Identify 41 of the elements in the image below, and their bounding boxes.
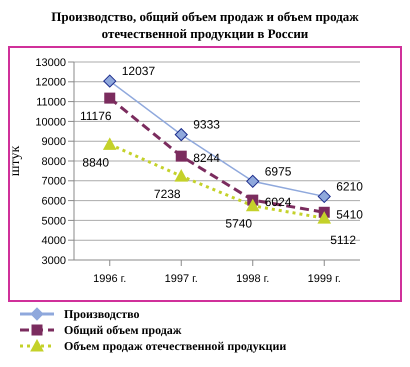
data-label: 12037 [122,64,156,78]
point [103,138,116,150]
point [318,212,331,224]
data-label: 11176 [80,109,112,124]
y-tick-label: 5000 [42,215,66,228]
point [246,199,260,212]
data-label: 5740 [225,216,252,231]
point [104,92,116,104]
y-tick-label: 9000 [42,136,66,148]
point [174,128,188,142]
y-tick-label: 11000 [36,96,66,109]
y-tick-label: 3000 [42,254,66,267]
y-tick-label: 12000 [35,76,66,89]
y-tick-label: 6000 [42,196,66,208]
data-label: 7238 [154,187,181,202]
x-tick-label: 1997 г. [164,272,198,285]
data-label: 5112 [330,233,356,248]
y-tick-label: 7000 [42,176,66,188]
legend-label: Объем продаж отечественной продукции [64,338,286,354]
y-tick-label: 13000 [35,56,66,69]
point [246,174,260,188]
point [176,150,187,162]
x-tick-label: 1999 г. [308,272,341,285]
data-label: 6975 [264,164,292,178]
y-axis-title: штук [8,146,23,176]
point [318,190,331,203]
data-label: 8840 [82,155,110,170]
data-label: 9333 [193,118,220,132]
data-label: 5410 [336,207,364,222]
x-tick-label: 1998 г. [236,272,270,285]
x-tick-label: 1996 г. [93,272,126,285]
point [103,74,116,88]
legend-label: Производство [64,306,140,322]
y-tick-label: 10000 [35,116,66,128]
legend-label: Общий объем продаж [64,322,182,338]
y-tick-label: 4000 [42,235,66,248]
y-tick-label: 8000 [42,156,66,168]
data-label: 8244 [193,151,220,166]
data-label: 6210 [336,179,364,194]
chart-title: Производство, общий объем продаж и объем продаж отечественной продукции в России [50,8,360,43]
point [174,170,188,182]
